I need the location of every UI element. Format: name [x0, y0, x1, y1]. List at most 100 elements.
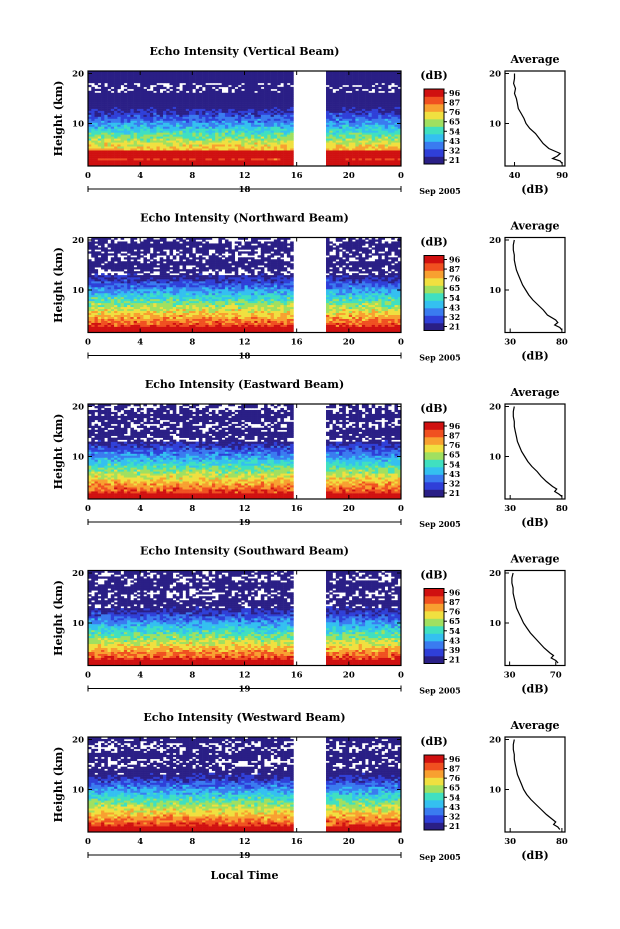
x-tick-label: 0	[85, 504, 91, 514]
average-y-tick-label: 20	[489, 569, 501, 579]
average-frame	[504, 569, 566, 667]
x-tick-label: 16	[291, 171, 303, 181]
x-tick-label: 16	[291, 671, 303, 681]
colorbar-unit: (dB)	[420, 569, 447, 582]
x-tick-label: 0	[85, 171, 91, 181]
x-tick-label: 12	[239, 504, 251, 514]
colorbar-swatch	[424, 134, 444, 142]
colorbar-tick-label: 76	[449, 773, 461, 783]
colorbar-tick-label: 96	[449, 421, 461, 431]
x-tick-label: 12	[239, 671, 251, 681]
colorbar-swatch	[424, 770, 444, 778]
average-x-tick-label: 70	[550, 671, 562, 681]
colorbar-tick-label: 21	[449, 655, 460, 665]
colorbar-swatch	[424, 437, 444, 445]
colorbar-swatch	[424, 656, 444, 664]
colorbar-tick-label: 65	[449, 117, 460, 127]
x-tick-label: 12	[239, 837, 251, 847]
colorbar-swatch	[424, 815, 444, 823]
average-x-tick-label: 90	[556, 171, 568, 181]
colorbar-swatch	[424, 255, 444, 264]
x-tick-label: 0	[398, 671, 404, 681]
y-tick-label: 20	[72, 70, 84, 80]
month-label: Sep 2005	[419, 519, 461, 529]
colorbar-tick-label: 43	[449, 635, 461, 645]
date-marker: 19	[239, 685, 251, 695]
colorbar-swatch	[424, 141, 444, 150]
y-axis-label: Height (km)	[52, 580, 65, 656]
average-x-tick-label: 80	[556, 338, 568, 348]
colorbar-swatch	[424, 104, 444, 112]
colorbar-swatch	[424, 96, 444, 105]
colorbar-tick-label: 32	[449, 145, 460, 155]
average-x-tick-label: 30	[504, 837, 516, 847]
colorbar-tick-label: 87	[449, 597, 460, 607]
average-x-tick-label: 40	[509, 171, 521, 181]
colorbar-swatch	[424, 489, 444, 498]
colorbar-tick-label: 54	[449, 626, 461, 636]
colorbar-tick-label: 65	[449, 783, 460, 793]
date-marker: 18	[239, 352, 251, 362]
colorbar-tick-label: 87	[449, 431, 460, 441]
date-marker: 18	[239, 185, 251, 195]
average-frame	[504, 236, 566, 334]
colorbar-tick-label: 65	[449, 616, 460, 626]
x-tick-label: 16	[291, 837, 303, 847]
average-x-tick-label: 30	[504, 671, 516, 681]
average-x-tick-label: 80	[556, 837, 568, 847]
panel-0: Echo Intensity (Vertical Beam) Height (km…	[52, 45, 568, 196]
x-tick-label: 16	[291, 338, 303, 348]
colorbar-tick-label: 32	[449, 811, 460, 821]
x-axis-label: Local Time	[211, 869, 279, 882]
month-label: Sep 2005	[419, 186, 461, 196]
colorbar-tick-label: 21	[449, 155, 460, 165]
colorbar-swatch	[424, 444, 444, 453]
x-tick-label: 4	[137, 671, 143, 681]
colorbar-tick-label: 65	[449, 450, 460, 460]
y-axis-label: Height (km)	[52, 81, 65, 157]
x-tick-label: 4	[137, 171, 143, 181]
average-x-tick-label: 30	[504, 338, 516, 348]
colorbar-swatch	[424, 429, 444, 438]
average-profile-line	[512, 73, 563, 164]
colorbar-swatch	[424, 111, 444, 120]
colorbar-tick-label: 54	[449, 126, 461, 136]
month-label: Sep 2005	[419, 852, 461, 862]
x-tick-label: 12	[239, 338, 251, 348]
x-tick-label: 0	[398, 837, 404, 847]
panel-title: Echo Intensity (Southward Beam)	[140, 545, 349, 558]
colorbar-tick-label: 96	[449, 88, 461, 98]
colorbar-swatch	[424, 285, 444, 294]
y-axis-label: Height (km)	[52, 247, 65, 323]
colorbar-swatch	[424, 156, 444, 165]
x-tick-label: 20	[343, 671, 355, 681]
colorbar-swatch	[424, 633, 444, 642]
colorbar-swatch	[424, 278, 444, 286]
x-tick-label: 0	[85, 837, 91, 847]
average-profile-line	[511, 572, 559, 664]
colorbar-tick-label: 43	[449, 802, 461, 812]
average-title: Average	[509, 386, 559, 399]
panel-title: Echo Intensity (Northward Beam)	[140, 212, 349, 225]
x-tick-label: 4	[137, 837, 143, 847]
month-label: Sep 2005	[419, 686, 461, 696]
colorbar-swatch	[424, 149, 444, 157]
colorbar-swatch	[424, 452, 444, 460]
average-y-tick-label: 20	[489, 736, 501, 746]
colorbar-swatch	[424, 641, 444, 649]
colorbar-swatch	[424, 323, 444, 331]
colorbar-tick-label: 43	[449, 136, 461, 146]
colorbar-swatch	[424, 755, 444, 763]
average-x-label: (dB)	[521, 183, 548, 196]
colorbar-swatch	[424, 762, 444, 771]
colorbar-swatch	[424, 474, 444, 483]
average-y-tick-label: 20	[489, 403, 501, 413]
panel-title: Echo Intensity (Westward Beam)	[143, 711, 345, 724]
colorbar-tick-label: 76	[449, 607, 461, 617]
panel-2: Echo Intensity (Eastward Beam) Height (km…	[52, 378, 568, 529]
heatmap-cells	[88, 570, 402, 666]
y-tick-label: 20	[72, 403, 84, 413]
